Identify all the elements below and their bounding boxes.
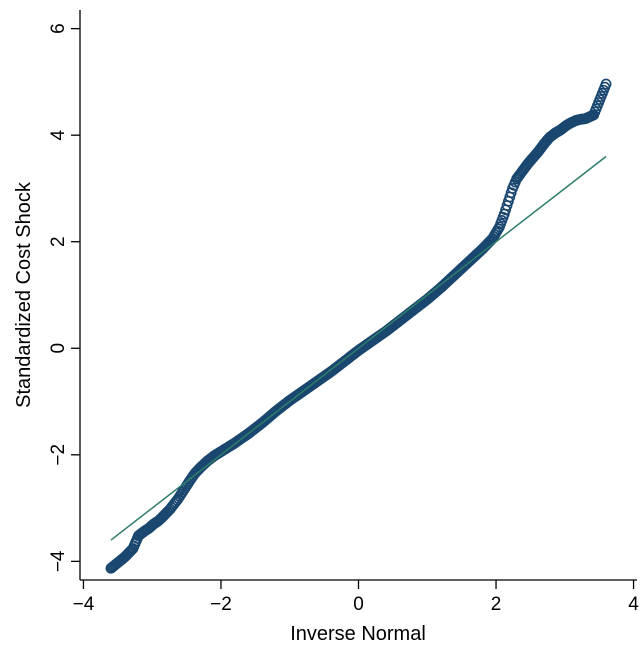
- x-axis-title: Inverse Normal: [290, 623, 426, 645]
- x-tick-label: 0: [353, 594, 364, 615]
- y-tick-label: −4: [48, 550, 69, 572]
- y-tick-label: 6: [48, 23, 69, 34]
- reference-line: [110, 155, 607, 541]
- plot-area: −4 −2 0 2 4 −4 −2 0 2 4 6: [48, 10, 639, 615]
- y-axis-title: Standardized Cost Shock: [13, 181, 35, 408]
- x-tick-label: −4: [73, 594, 95, 615]
- x-tick-label: −2: [210, 594, 232, 615]
- x-tick-label: 2: [491, 594, 502, 615]
- y-tick-label: 4: [48, 129, 69, 140]
- y-tick-label: 2: [48, 236, 69, 247]
- y-tick-label: −2: [48, 444, 69, 466]
- data-point: [600, 78, 612, 90]
- y-axis-ticks: −4 −2 0 2 4 6: [48, 23, 80, 572]
- data-points: [105, 78, 612, 574]
- x-axis-ticks: −4 −2 0 2 4: [73, 580, 639, 615]
- x-tick-label: 4: [628, 594, 639, 615]
- y-tick-label: 0: [48, 343, 69, 354]
